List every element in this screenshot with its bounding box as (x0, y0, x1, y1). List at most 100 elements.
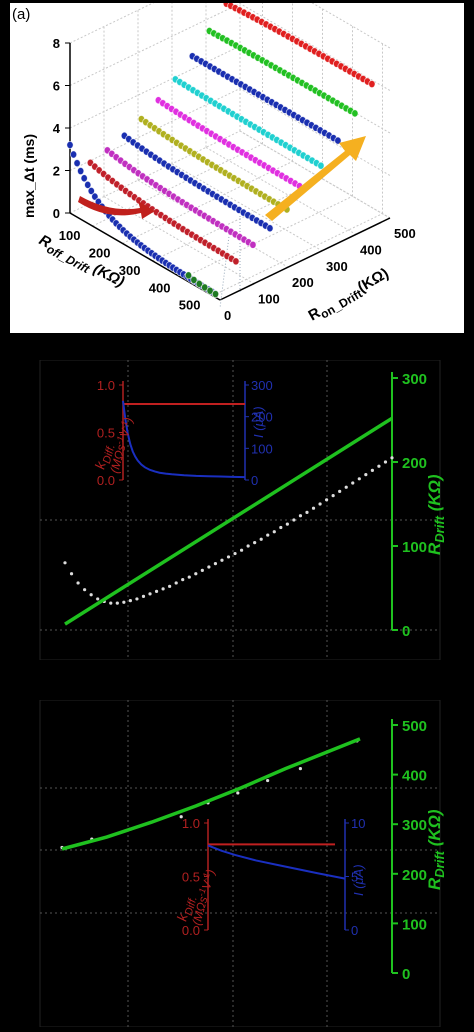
inset-left-tick-label: 0.5 (182, 870, 200, 885)
measured-dot (135, 597, 139, 601)
z-tick-label: 6 (53, 79, 60, 94)
measured-dot (63, 561, 67, 565)
data-point (211, 290, 220, 299)
grid-line (92, 143, 263, 227)
grid-line (239, 130, 391, 219)
roff-tick-label: 500 (179, 298, 201, 313)
inset-left-tick-label: 1.0 (182, 816, 200, 831)
inset-left-tick-label: 0.0 (97, 473, 115, 488)
red-arrow (78, 196, 155, 219)
roff-tick-label: 400 (149, 280, 171, 295)
measured-dot (266, 533, 270, 537)
grid-line (205, 146, 357, 235)
panel-a-3d-chart: 0 2 4 6 8 100 200 300 400 500 0 100 200 300 400 500 (a) m… (10, 0, 464, 333)
series-2 (86, 158, 240, 266)
grid-line (69, 45, 391, 134)
inset-right-tick-label: 200 (251, 410, 273, 425)
data-point (84, 180, 92, 189)
series-10 (222, 0, 376, 89)
measured-dot (390, 456, 394, 460)
ron-tick-label: 400 (360, 242, 382, 257)
series-9 (205, 27, 359, 118)
inset-right-axis-title: I (μA) (351, 864, 366, 896)
roff-axis-title: Roff_Drift (KΩ) (35, 232, 127, 294)
inset-right-tick-label: 100 (251, 441, 273, 456)
measured-dot (331, 494, 335, 498)
measured-dot (187, 575, 191, 579)
data-point (334, 136, 342, 145)
measured-dot (128, 599, 132, 603)
measured-dot (253, 541, 257, 545)
measured-dot (148, 592, 152, 596)
measured-dot (246, 544, 250, 548)
data-point (190, 275, 198, 284)
measured-dot (96, 597, 100, 601)
measured-dot (318, 502, 322, 506)
data-point (249, 240, 257, 249)
data-point (87, 186, 95, 195)
measured-dot (174, 581, 178, 585)
chart-b-svg: 0 100 200 300 RDrift (KΩ) 0.0 0.5 1.0 0 100 200 300… (39, 359, 447, 661)
ron-tick-label: 200 (292, 275, 314, 290)
measured-dot (285, 522, 289, 526)
measured-dot (279, 525, 283, 530)
roff-tick-label: 300 (119, 263, 141, 278)
panel-c-chart: 0 100 200 300 400 500 RDrift (KΩ) 0.0 0.5 1.0 0 5 10… (0, 699, 474, 1028)
measured-dot (298, 767, 302, 771)
measured-dot (259, 537, 263, 541)
series-7 (171, 75, 325, 170)
measured-dot (325, 498, 329, 502)
series-1 (184, 271, 220, 299)
measured-dot (338, 489, 342, 493)
measured-dot (311, 506, 316, 510)
measured-dot (370, 468, 374, 472)
measured-dot (351, 481, 355, 485)
measured-dot (272, 530, 276, 534)
measured-dot (305, 510, 309, 514)
ron-tick-label: 500 (394, 226, 416, 241)
right-tick-label: 200 (402, 455, 427, 472)
right-tick-label: 300 (402, 817, 427, 834)
grid-line (69, 87, 391, 176)
chart-a-svg: 0 2 4 6 8 100 200 300 400 500 0 100 200 300 400 500 (a) m… (12, 0, 416, 324)
data-point (351, 109, 359, 118)
right-tick-label: 100 (402, 916, 427, 933)
measured-dot (168, 584, 172, 588)
grid-line (171, 163, 323, 252)
measured-dot (344, 485, 348, 489)
ron-tick-label: 100 (258, 292, 280, 307)
grid-line (212, 213, 383, 297)
z-axis-title: max_Δt (ms) (21, 134, 37, 218)
measured-dot (377, 464, 381, 468)
inset-left-axis-title: kDiff. (91, 441, 117, 472)
measured-dot (266, 778, 270, 783)
orange-arrow (265, 136, 366, 221)
measured-dot (181, 578, 185, 582)
chart-c-svg: 0 100 200 300 400 500 RDrift (KΩ) 0.0 0.5 1.0 0 5 10… (39, 699, 447, 1028)
data-point (66, 140, 74, 149)
grid-line (69, 2, 391, 91)
measured-dot (179, 815, 183, 819)
data-point (69, 150, 78, 159)
inset-right-tick-label: 0 (251, 473, 258, 488)
right-tick-label: 0 (402, 966, 410, 983)
measured-dot (226, 555, 231, 559)
measured-dot (207, 565, 211, 569)
inset-left-tick-label: 0.5 (97, 426, 115, 441)
series-3 (103, 146, 257, 249)
data-point (317, 161, 325, 170)
right-tick-label: 200 (402, 867, 427, 884)
measured-dot (298, 514, 303, 518)
inset-blue-curve (122, 400, 246, 479)
measured-dot (364, 473, 368, 477)
measured-dot (383, 460, 388, 464)
measured-dot (213, 562, 218, 566)
drift-line (64, 416, 393, 626)
right-axis-title: RDrift (KΩ) (425, 809, 447, 890)
data-point (195, 279, 203, 288)
measured-dot (69, 572, 74, 576)
measured-dot (200, 568, 204, 572)
data-point (80, 174, 88, 183)
measured-dot (233, 551, 237, 556)
data-point (232, 257, 240, 266)
